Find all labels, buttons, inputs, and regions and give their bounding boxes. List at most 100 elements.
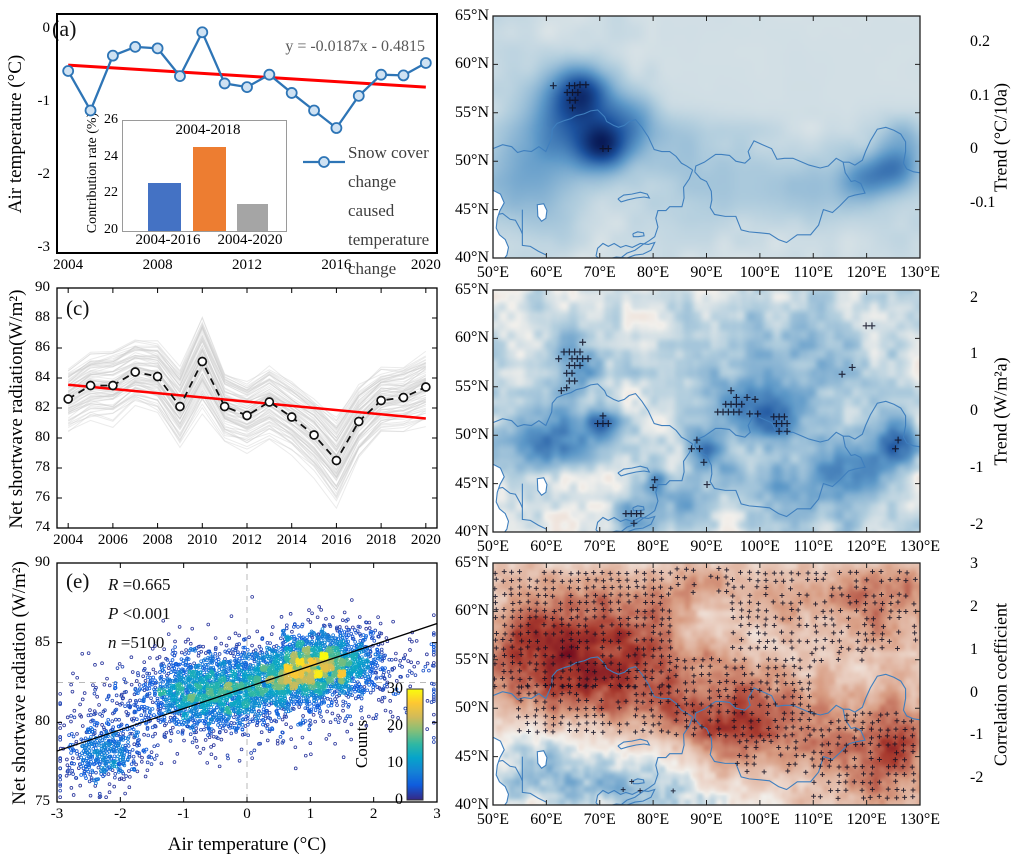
map-d-lat-label: 55°N xyxy=(455,377,489,395)
inset-ytick-label: 20 xyxy=(104,222,118,237)
panel-e-xtick-label: -2 xyxy=(114,806,127,822)
map-f-lat-label: 65°N xyxy=(455,554,489,571)
map-b-lat-label: 55°N xyxy=(455,103,489,121)
map-b-lon-label: 60°E xyxy=(530,264,563,281)
map-d-lat-label: 40°N xyxy=(455,523,489,540)
panel-c-ytick-label: 78 xyxy=(35,459,50,475)
panel-c-xtick-label: 2016 xyxy=(321,532,352,548)
colorbar-f-tick-label: -2 xyxy=(970,769,984,787)
map-f-lat-label: 40°N xyxy=(455,796,489,813)
counts-colorbar-tick-label: 0 xyxy=(395,791,403,808)
map-f-lat-label: 60°N xyxy=(455,602,489,620)
panel-c-xtick-label: 2010 xyxy=(187,532,218,548)
map-f-lon-label: 130°E xyxy=(899,811,941,828)
panel-c-plot xyxy=(0,283,460,553)
map-b-lat-label: 65°N xyxy=(455,7,489,24)
panel-a-xtick-label: 2008 xyxy=(142,257,173,273)
map-f-lon-label: 120°E xyxy=(846,811,887,828)
map-f-lon-label: 90°E xyxy=(690,811,723,828)
panel-e-xtick-label: 1 xyxy=(306,806,315,822)
map-f-canvas xyxy=(491,561,922,807)
map-d-lon-label: 110°E xyxy=(793,538,834,555)
map-d-lon-label: 70°E xyxy=(583,538,616,555)
panel-a-xtick-label: 2020 xyxy=(410,257,441,273)
colorbar-d-tick-label: 0 xyxy=(970,402,978,420)
map-d-lon-label: 60°E xyxy=(530,538,563,555)
colorbar-d-tick-label: -1 xyxy=(970,459,984,477)
panel-c-ytick-label: 84 xyxy=(35,369,50,385)
colorbar-d-tick-label: 2 xyxy=(970,288,978,306)
map-f-lon-label: 80°E xyxy=(637,811,670,828)
counts-colorbar-tick-label: 10 xyxy=(387,754,403,771)
map-b-lon-label: 80°E xyxy=(637,264,670,281)
map-f-lon-label: 110°E xyxy=(793,811,834,828)
panel-a-ytick-label: 0 xyxy=(42,19,51,36)
map-b-lat-label: 40°N xyxy=(455,249,489,266)
colorbar-b-tick-label: -0.1 xyxy=(970,194,996,212)
panel-e-ytick-label: 85 xyxy=(35,633,50,650)
inset-ytick-label: 24 xyxy=(104,148,118,164)
map-d-lon-label: 120°E xyxy=(846,538,887,555)
colorbar-b-tick-label: 0.2 xyxy=(970,32,990,50)
panel-a-ytick-label: -2 xyxy=(37,165,51,182)
map-f-lat-label: 55°N xyxy=(455,650,489,668)
map-b-lon-label: 50°E xyxy=(476,264,510,281)
counts-colorbar-tick-label: 20 xyxy=(387,717,403,734)
map-d-canvas xyxy=(491,288,922,534)
panel-e-xtick-label: -3 xyxy=(50,806,64,822)
colorbar-f-tick-label: 3 xyxy=(970,555,978,573)
panel-c-xtick-label: 2020 xyxy=(410,532,441,548)
panel-a-ytick-label: -1 xyxy=(37,92,51,109)
map-b-lon-label: 100°E xyxy=(739,264,780,281)
map-b-canvas xyxy=(491,14,922,260)
map-f-lon-label: 70°E xyxy=(583,811,616,828)
colorbar-b-tick-label: 0.1 xyxy=(970,86,990,104)
map-f-lon-label: 60°E xyxy=(530,811,563,828)
panel-c-xtick-label: 2018 xyxy=(366,532,397,548)
panel-c-xtick-label: 2008 xyxy=(142,532,173,548)
panel-e-ytick-label: 90 xyxy=(35,554,50,570)
inset-ytick-label: 22 xyxy=(104,185,118,201)
inset-ytick-label: 26 xyxy=(104,112,118,127)
panel-c-xtick-label: 2006 xyxy=(97,532,128,548)
colorbar-f-tick-label: 1 xyxy=(970,640,978,658)
panel-e-xtick-label: 3 xyxy=(433,806,441,822)
colorbar-f-tick-label: 2 xyxy=(970,597,978,615)
panel-e-ytick-label: 75 xyxy=(35,793,50,809)
colorbar-f-tick-label: 0 xyxy=(970,683,978,701)
panel-c-ytick-label: 76 xyxy=(35,489,50,505)
map-b-lat-label: 50°N xyxy=(455,152,489,170)
panel-a-xtick-label: 2016 xyxy=(321,257,352,273)
panel-c-ytick-label: 82 xyxy=(35,399,50,415)
colorbar-f-tick-label: -1 xyxy=(970,726,984,744)
colorbar-b-tick-label: 0 xyxy=(970,140,978,158)
map-d-lon-label: 80°E xyxy=(637,538,670,555)
panel-a-xtick-label: 2012 xyxy=(232,257,262,273)
panel-c-ytick-label: 88 xyxy=(35,309,50,325)
panel-c-xtick-label: 2004 xyxy=(53,532,84,548)
panel-c-xtick-label: 2014 xyxy=(276,532,307,548)
panel-e-xtick-label: 2 xyxy=(369,806,378,822)
map-d-lon-label: 50°E xyxy=(476,538,510,555)
map-d-lon-label: 130°E xyxy=(899,538,941,555)
map-f-lat-label: 45°N xyxy=(455,747,489,765)
colorbar-d-tick-label: -2 xyxy=(970,516,984,534)
map-b-lon-label: 90°E xyxy=(690,264,723,281)
map-d-lat-label: 50°N xyxy=(455,426,489,444)
panel-c-ytick-label: 80 xyxy=(35,429,50,445)
panel-e-plot xyxy=(0,558,460,868)
panel-e-ytick-label: 80 xyxy=(35,713,50,730)
panel-a-xtick-label: 2004 xyxy=(53,257,84,273)
map-f-lat-label: 50°N xyxy=(455,699,489,717)
map-b-lon-label: 110°E xyxy=(793,264,834,281)
map-b-lon-label: 120°E xyxy=(846,264,887,281)
panel-c-ytick-label: 86 xyxy=(35,339,50,355)
map-d-lat-label: 60°N xyxy=(455,329,489,347)
map-d-lat-label: 45°N xyxy=(455,474,489,492)
map-b-lon-label: 70°E xyxy=(583,264,616,281)
map-b-lon-label: 130°E xyxy=(899,264,941,281)
panel-c-ytick-label: 90 xyxy=(35,279,50,295)
panel-e-xtick-label: -1 xyxy=(177,806,190,822)
panel-a-plot xyxy=(0,0,460,280)
